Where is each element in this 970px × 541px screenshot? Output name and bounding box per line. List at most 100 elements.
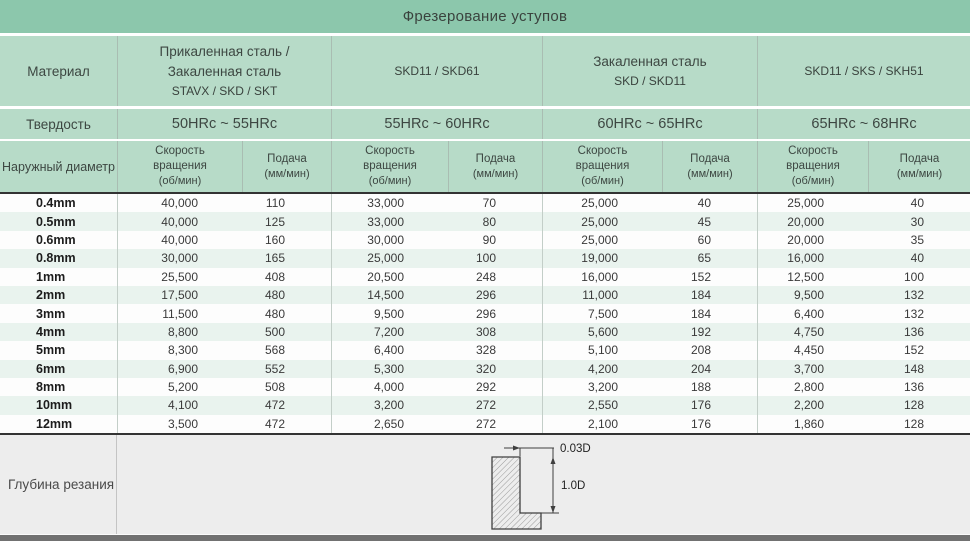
feed-value: 65: [697, 251, 711, 266]
feed-value: 552: [264, 361, 285, 376]
diameter-cell: 6mm: [36, 361, 66, 376]
feed-value: 208: [690, 343, 711, 358]
hardness-label: Твердость: [0, 109, 117, 139]
feed-label: Подача: [267, 152, 307, 165]
table-row-12mm: 12mm 3,500 472 2,650 272 2,100 176 1,860 128: [0, 414, 970, 434]
depth-of-cut-label: Глубина резания: [0, 435, 117, 534]
material-codes: STAVX / SKD / SKT: [171, 83, 278, 98]
speed-value: 11,500: [117, 304, 242, 323]
speed-value: 8,300: [117, 341, 242, 360]
feed-value: 480: [264, 306, 285, 321]
speed-value: 30,000: [117, 249, 242, 268]
feed-value: 472: [264, 398, 285, 413]
feed-unit: (мм/мин): [896, 167, 943, 180]
feed-value: 100: [475, 251, 496, 266]
speed-value: 4,750: [757, 322, 868, 342]
diameter-cell: 4mm: [36, 324, 66, 339]
feed-value: 296: [475, 288, 496, 303]
speed-value: 20,000: [757, 212, 868, 231]
feed-value: 136: [903, 324, 924, 339]
speed-value: 25,000: [542, 212, 662, 231]
speed-value: 17,500: [117, 285, 242, 305]
feed-value: 136: [903, 380, 924, 395]
feed-value: 508: [264, 380, 285, 395]
material-group-4: SKD11 / SKS / SKH51: [757, 36, 970, 106]
speed-value: 40,000: [117, 194, 242, 213]
speed-value: 40,000: [117, 230, 242, 250]
feed-value: 480: [264, 288, 285, 303]
material-group-1: Прикаленная сталь / Закаленная сталь STAVX…: [117, 36, 331, 106]
feed-value: 30: [910, 214, 924, 229]
feed-label: Подача: [899, 152, 940, 165]
feed-unit: (мм/мин): [687, 167, 733, 180]
speed-unit: (об/мин): [791, 175, 835, 188]
speed-value: 7,200: [331, 322, 448, 342]
material-name: Закаленная сталь: [167, 64, 282, 79]
feed-column-label-2: Подача (мм/мин): [448, 141, 542, 192]
bottom-bar: [0, 535, 970, 541]
table-row-0.8mm: 0.8mm 30,000 165 25,000 100 19,000 65 16,000 40: [0, 249, 970, 268]
feed-value: 204: [690, 361, 711, 376]
speed-value: 2,650: [331, 414, 448, 434]
material-name: Прикаленная сталь /: [159, 44, 290, 60]
speed-value: 3,200: [542, 377, 662, 397]
material-group-3: Закаленная сталь SKD / SKD11: [542, 36, 757, 106]
speed-value: 8,800: [117, 322, 242, 342]
step-depth-dimension: 1.0D: [561, 480, 585, 492]
feed-value: 308: [475, 324, 496, 339]
speed-label: Скорость вращения: [575, 145, 630, 173]
table-row-5mm: 5mm 8,300 568 6,400 328 5,100 208 4,450 152: [0, 341, 970, 360]
speed-unit: (об/мин): [368, 175, 412, 188]
speed-value: 6,400: [757, 304, 868, 323]
feed-value: 472: [264, 416, 285, 431]
speed-value: 5,100: [542, 341, 662, 360]
feed-value: 320: [475, 361, 496, 376]
speed-column-label-1: Скорость вращения (об/мин): [117, 141, 242, 192]
speed-value: 20,000: [757, 230, 868, 250]
hardness-range-4: 65HRc ~ 68HRc: [757, 109, 970, 139]
feed-value: 248: [475, 269, 496, 284]
diameter-cell: 0.8mm: [36, 251, 76, 266]
feed-value: 80: [482, 214, 496, 229]
feed-value: 35: [910, 232, 924, 247]
body-footer-separator: [0, 433, 970, 435]
speed-column-label-4: Скорость вращения (об/мин): [757, 141, 868, 192]
speed-value: 16,000: [542, 267, 662, 286]
material-codes: SKD11 / SKD61: [394, 64, 480, 78]
table-row-0.5mm: 0.5mm 40,000 125 33,000 80 25,000 45 20,000 30: [0, 212, 970, 231]
divider: [0, 106, 970, 109]
speed-value: 11,000: [542, 285, 662, 305]
step-width-dimension: 0.03D: [560, 443, 591, 455]
depth-of-cut-row: Глубина резания 0.03D 1.0D: [0, 435, 970, 534]
table-row-0.4mm: 0.4mm 40,000 110 33,000 70 25,000 40 25,000 40: [0, 194, 970, 213]
feed-column-label-1: Подача (мм/мин): [242, 141, 331, 192]
speed-value: 25,500: [117, 267, 242, 286]
diameter-column-label: Наружный диаметр: [0, 141, 117, 192]
feed-value: 296: [475, 306, 496, 321]
speed-value: 9,500: [331, 304, 448, 323]
feed-value: 45: [697, 214, 711, 229]
speed-value: 20,500: [331, 267, 448, 286]
feed-value: 160: [264, 232, 285, 247]
diameter-cell: 1mm: [36, 269, 66, 284]
speed-value: 4,450: [757, 341, 868, 360]
table-row-8mm: 8mm 5,200 508 4,000 292 3,200 188 2,800 136: [0, 377, 970, 397]
feed-value: 40: [910, 251, 924, 266]
speed-unit: (об/мин): [158, 175, 202, 188]
speed-value: 25,000: [542, 230, 662, 250]
table-row-6mm: 6mm 6,900 552 5,300 320 4,200 204 3,700 148: [0, 359, 970, 378]
feed-value: 184: [690, 306, 711, 321]
feed-column-label-3: Подача (мм/мин): [662, 141, 757, 192]
feed-label: Подача: [475, 152, 516, 165]
feed-value: 90: [482, 232, 496, 247]
speed-value: 5,300: [331, 359, 448, 378]
diameter-cell: 0.5mm: [36, 214, 76, 229]
material-group-2: SKD11 / SKD61: [331, 36, 542, 106]
feed-value: 568: [264, 343, 285, 358]
feed-value: 176: [690, 416, 711, 431]
material-codes: SKD / SKD11: [614, 73, 686, 88]
feed-value: 152: [903, 343, 924, 358]
feed-value: 272: [475, 416, 496, 431]
feed-value: 292: [475, 380, 496, 395]
